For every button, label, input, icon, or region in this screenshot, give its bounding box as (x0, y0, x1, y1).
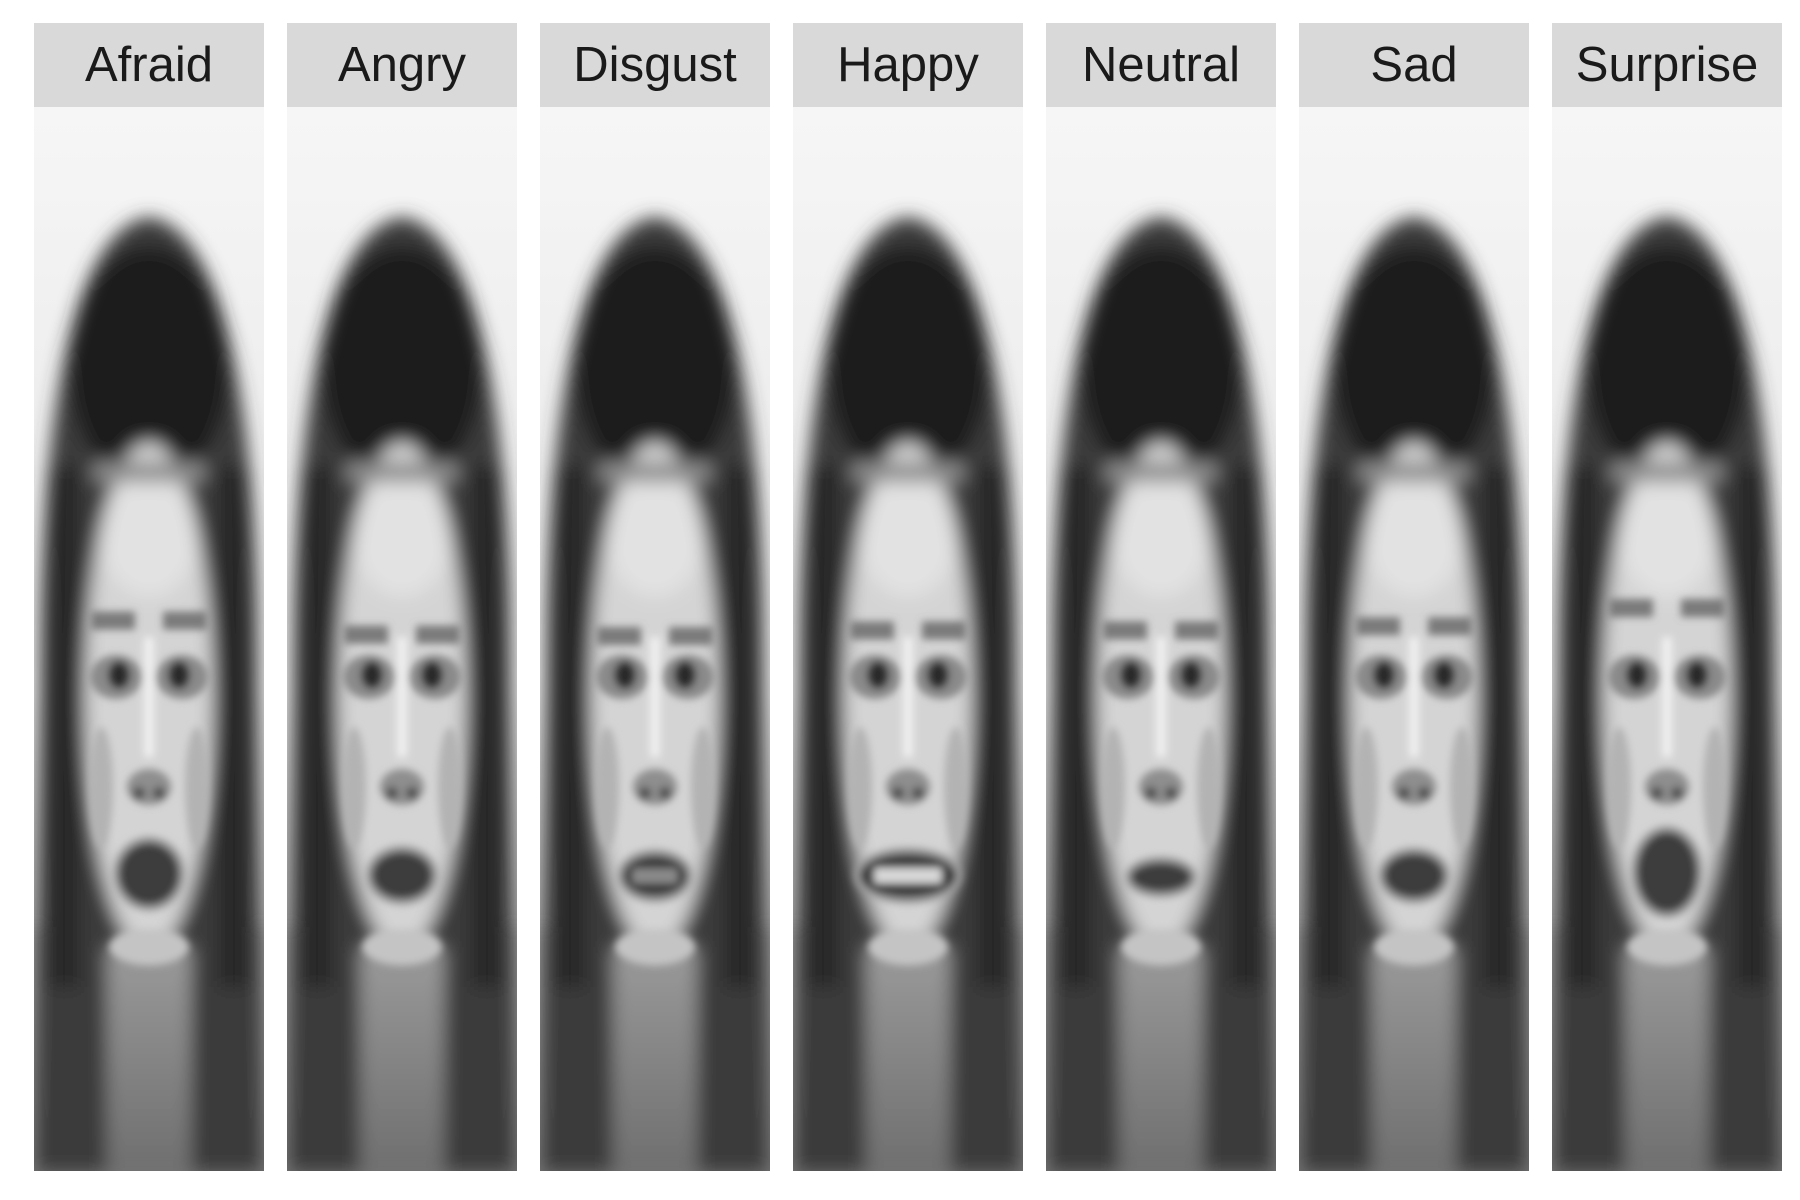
average-face-image (1299, 107, 1529, 1171)
face-image-svg (1552, 107, 1782, 1171)
average-face-image (1552, 107, 1782, 1171)
face-image-svg (1046, 107, 1276, 1171)
face-image-svg (34, 107, 264, 1171)
facial-features (848, 621, 968, 965)
panel-label: Disgust (540, 23, 770, 107)
face-panel-neutral: Neutral (1046, 23, 1276, 1171)
panel-label: Sad (1299, 23, 1529, 107)
face-image-svg (793, 107, 1023, 1171)
face-panel-surprise: Surprise (1552, 23, 1782, 1171)
panel-label: Happy (793, 23, 1023, 107)
panel-label: Surprise (1552, 23, 1782, 107)
facial-features (1354, 617, 1474, 965)
facial-features (342, 625, 462, 965)
face-panel-grid: Afraid Angry Disgust Happy Neutral Sad Surpris… (34, 23, 1800, 1171)
facial-features (595, 627, 715, 965)
average-face-image (34, 107, 264, 1171)
face-panel-afraid: Afraid (34, 23, 264, 1171)
panel-label: Afraid (34, 23, 264, 107)
face-image-svg (540, 107, 770, 1171)
average-face-image (540, 107, 770, 1171)
face-panel-sad: Sad (1299, 23, 1529, 1171)
facial-features (89, 611, 209, 965)
average-face-image (793, 107, 1023, 1171)
facial-features (1607, 599, 1727, 965)
average-face-image (1046, 107, 1276, 1171)
average-face-image (287, 107, 517, 1171)
panel-label: Neutral (1046, 23, 1276, 107)
face-image-svg (287, 107, 517, 1171)
panel-label: Angry (287, 23, 517, 107)
facial-features (1101, 621, 1221, 965)
face-panel-disgust: Disgust (540, 23, 770, 1171)
face-image-svg (1299, 107, 1529, 1171)
face-panel-happy: Happy (793, 23, 1023, 1171)
face-panel-angry: Angry (287, 23, 517, 1171)
